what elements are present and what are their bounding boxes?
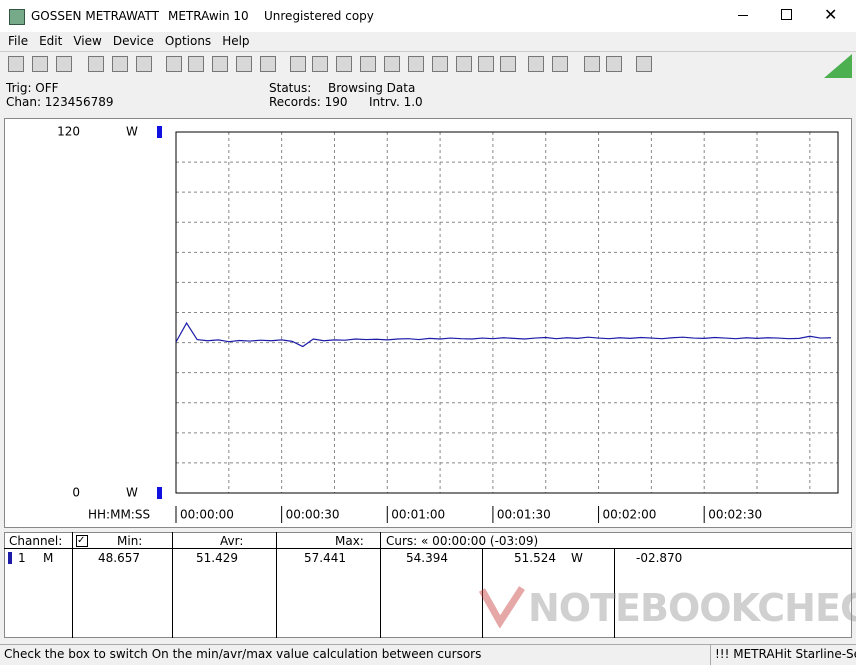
y-tick-label: 120: [57, 125, 80, 139]
table-cell: 1: [18, 551, 26, 565]
table-header: Channel:: [9, 534, 63, 548]
maximize-button[interactable]: [781, 9, 792, 20]
data-line: [175, 321, 831, 348]
toolbar-button[interactable]: [236, 56, 252, 72]
chart: 0 W 120 W HH:MM:SS 00:00:00 00:00:30 00:01:00 00…: [57, 125, 839, 523]
table-cell: 48.657: [98, 551, 140, 565]
toolbar-button[interactable]: [188, 56, 204, 72]
x-axis-label: HH:MM:SS: [88, 508, 150, 522]
toolbar-button[interactable]: [500, 56, 516, 72]
x-tick-label: 00:01:30: [497, 508, 551, 522]
trigger-info: Trig: OFF: [6, 81, 59, 95]
x-tick-label: 00:02:00: [603, 508, 657, 522]
toolbar-button[interactable]: [528, 56, 544, 72]
menu-item[interactable]: Options: [164, 34, 212, 48]
x-tick-label: 00:02:30: [708, 508, 762, 522]
table-header: Max:: [335, 534, 364, 548]
menu-bar: File Edit View Device Options Help: [8, 34, 261, 48]
toolbar-button[interactable]: [456, 56, 472, 72]
toolbar-button[interactable]: [260, 56, 276, 72]
toolbar-button[interactable]: [212, 56, 228, 72]
table-header: Min:: [117, 534, 143, 548]
toolbar-button[interactable]: [112, 56, 128, 72]
toolbar-button[interactable]: [136, 56, 152, 72]
separator: [0, 644, 856, 645]
toolbar-button[interactable]: [166, 56, 182, 72]
chart-panel: [4, 118, 852, 528]
toolbar-button[interactable]: [408, 56, 424, 72]
table-cell: 51.429: [196, 551, 238, 565]
table-divider: [72, 532, 73, 638]
x-tick-label: 00:01:00: [391, 508, 445, 522]
toolbar-button[interactable]: [336, 56, 352, 72]
plot-frame: [175, 131, 839, 494]
records-info: Records: 190: [269, 95, 348, 109]
toolbar: [0, 52, 856, 79]
toolbar-button[interactable]: [56, 56, 72, 72]
menu-item[interactable]: File: [8, 34, 29, 48]
status-label: Status:: [269, 81, 312, 95]
table-divider: [380, 532, 381, 638]
y-tick: [157, 487, 162, 499]
toolbar-button[interactable]: [360, 56, 376, 72]
y-tick: [157, 126, 162, 138]
watermark: NOTEBOOKCHECK: [528, 586, 856, 630]
channel-info: Chan: 123456789: [6, 95, 114, 109]
toolbar-button[interactable]: [478, 56, 494, 72]
toolbar-button[interactable]: [606, 56, 622, 72]
status-value: Browsing Data: [328, 81, 416, 95]
toolbar-button[interactable]: [32, 56, 48, 72]
close-button[interactable]: ✕: [824, 5, 838, 24]
table-divider: [614, 548, 615, 638]
menu-item[interactable]: Device: [112, 34, 154, 48]
watermark-logo: [478, 586, 525, 628]
toolbar-button[interactable]: [312, 56, 328, 72]
menu-item[interactable]: Help: [222, 34, 250, 48]
menu-item[interactable]: View: [73, 34, 102, 48]
table-cell: -02.870: [636, 551, 683, 565]
toolbar-button[interactable]: [8, 56, 24, 72]
table-divider: [172, 532, 173, 638]
title: Unregistered copy: [264, 9, 374, 23]
toolbar-button[interactable]: [584, 56, 600, 72]
table-divider: [482, 548, 483, 638]
title: METRAwin 10: [168, 9, 249, 23]
toolbar-button[interactable]: [384, 56, 400, 72]
checkbox[interactable]: ✓: [76, 535, 88, 547]
y-tick-label: 0: [72, 486, 80, 500]
separator: [710, 645, 711, 665]
table-header: Curs: « 00:00:00 (-03:09): [386, 534, 539, 548]
table-cell: 51.524: [514, 551, 556, 565]
table-cell: M: [43, 551, 54, 565]
status-indicator: [824, 54, 852, 78]
separator: [0, 51, 856, 52]
toolbar-button[interactable]: [432, 56, 448, 72]
title: GOSSEN METRAWATT: [31, 9, 159, 23]
interval-info: Intrv. 1.0: [369, 95, 423, 109]
y-unit: W: [126, 486, 138, 500]
x-tick-label: 00:00:00: [180, 508, 234, 522]
table-header: Avr:: [220, 534, 244, 548]
table-cell: W: [571, 551, 583, 565]
toolbar-button[interactable]: [552, 56, 568, 72]
device-status: !!! METRAHit Starline-Se: [715, 647, 856, 661]
menu-item[interactable]: Edit: [39, 34, 63, 48]
title-bar: [0, 0, 856, 32]
table-rule: [4, 548, 852, 549]
table-cell: 57.441: [304, 551, 346, 565]
toolbar-button[interactable]: [88, 56, 104, 72]
toolbar-button[interactable]: [636, 56, 652, 72]
toolbar-button[interactable]: [290, 56, 306, 72]
minimize-button[interactable]: [738, 15, 748, 16]
x-tick-label: 00:00:30: [286, 508, 340, 522]
measurement-table: [4, 532, 852, 638]
app-icon: [9, 9, 25, 25]
channel-color: [8, 552, 12, 564]
table-cell: 54.394: [406, 551, 448, 565]
status-message: Check the box to switch On the min/avr/m…: [4, 647, 482, 661]
y-unit: W: [126, 125, 138, 139]
table-divider: [276, 532, 277, 638]
